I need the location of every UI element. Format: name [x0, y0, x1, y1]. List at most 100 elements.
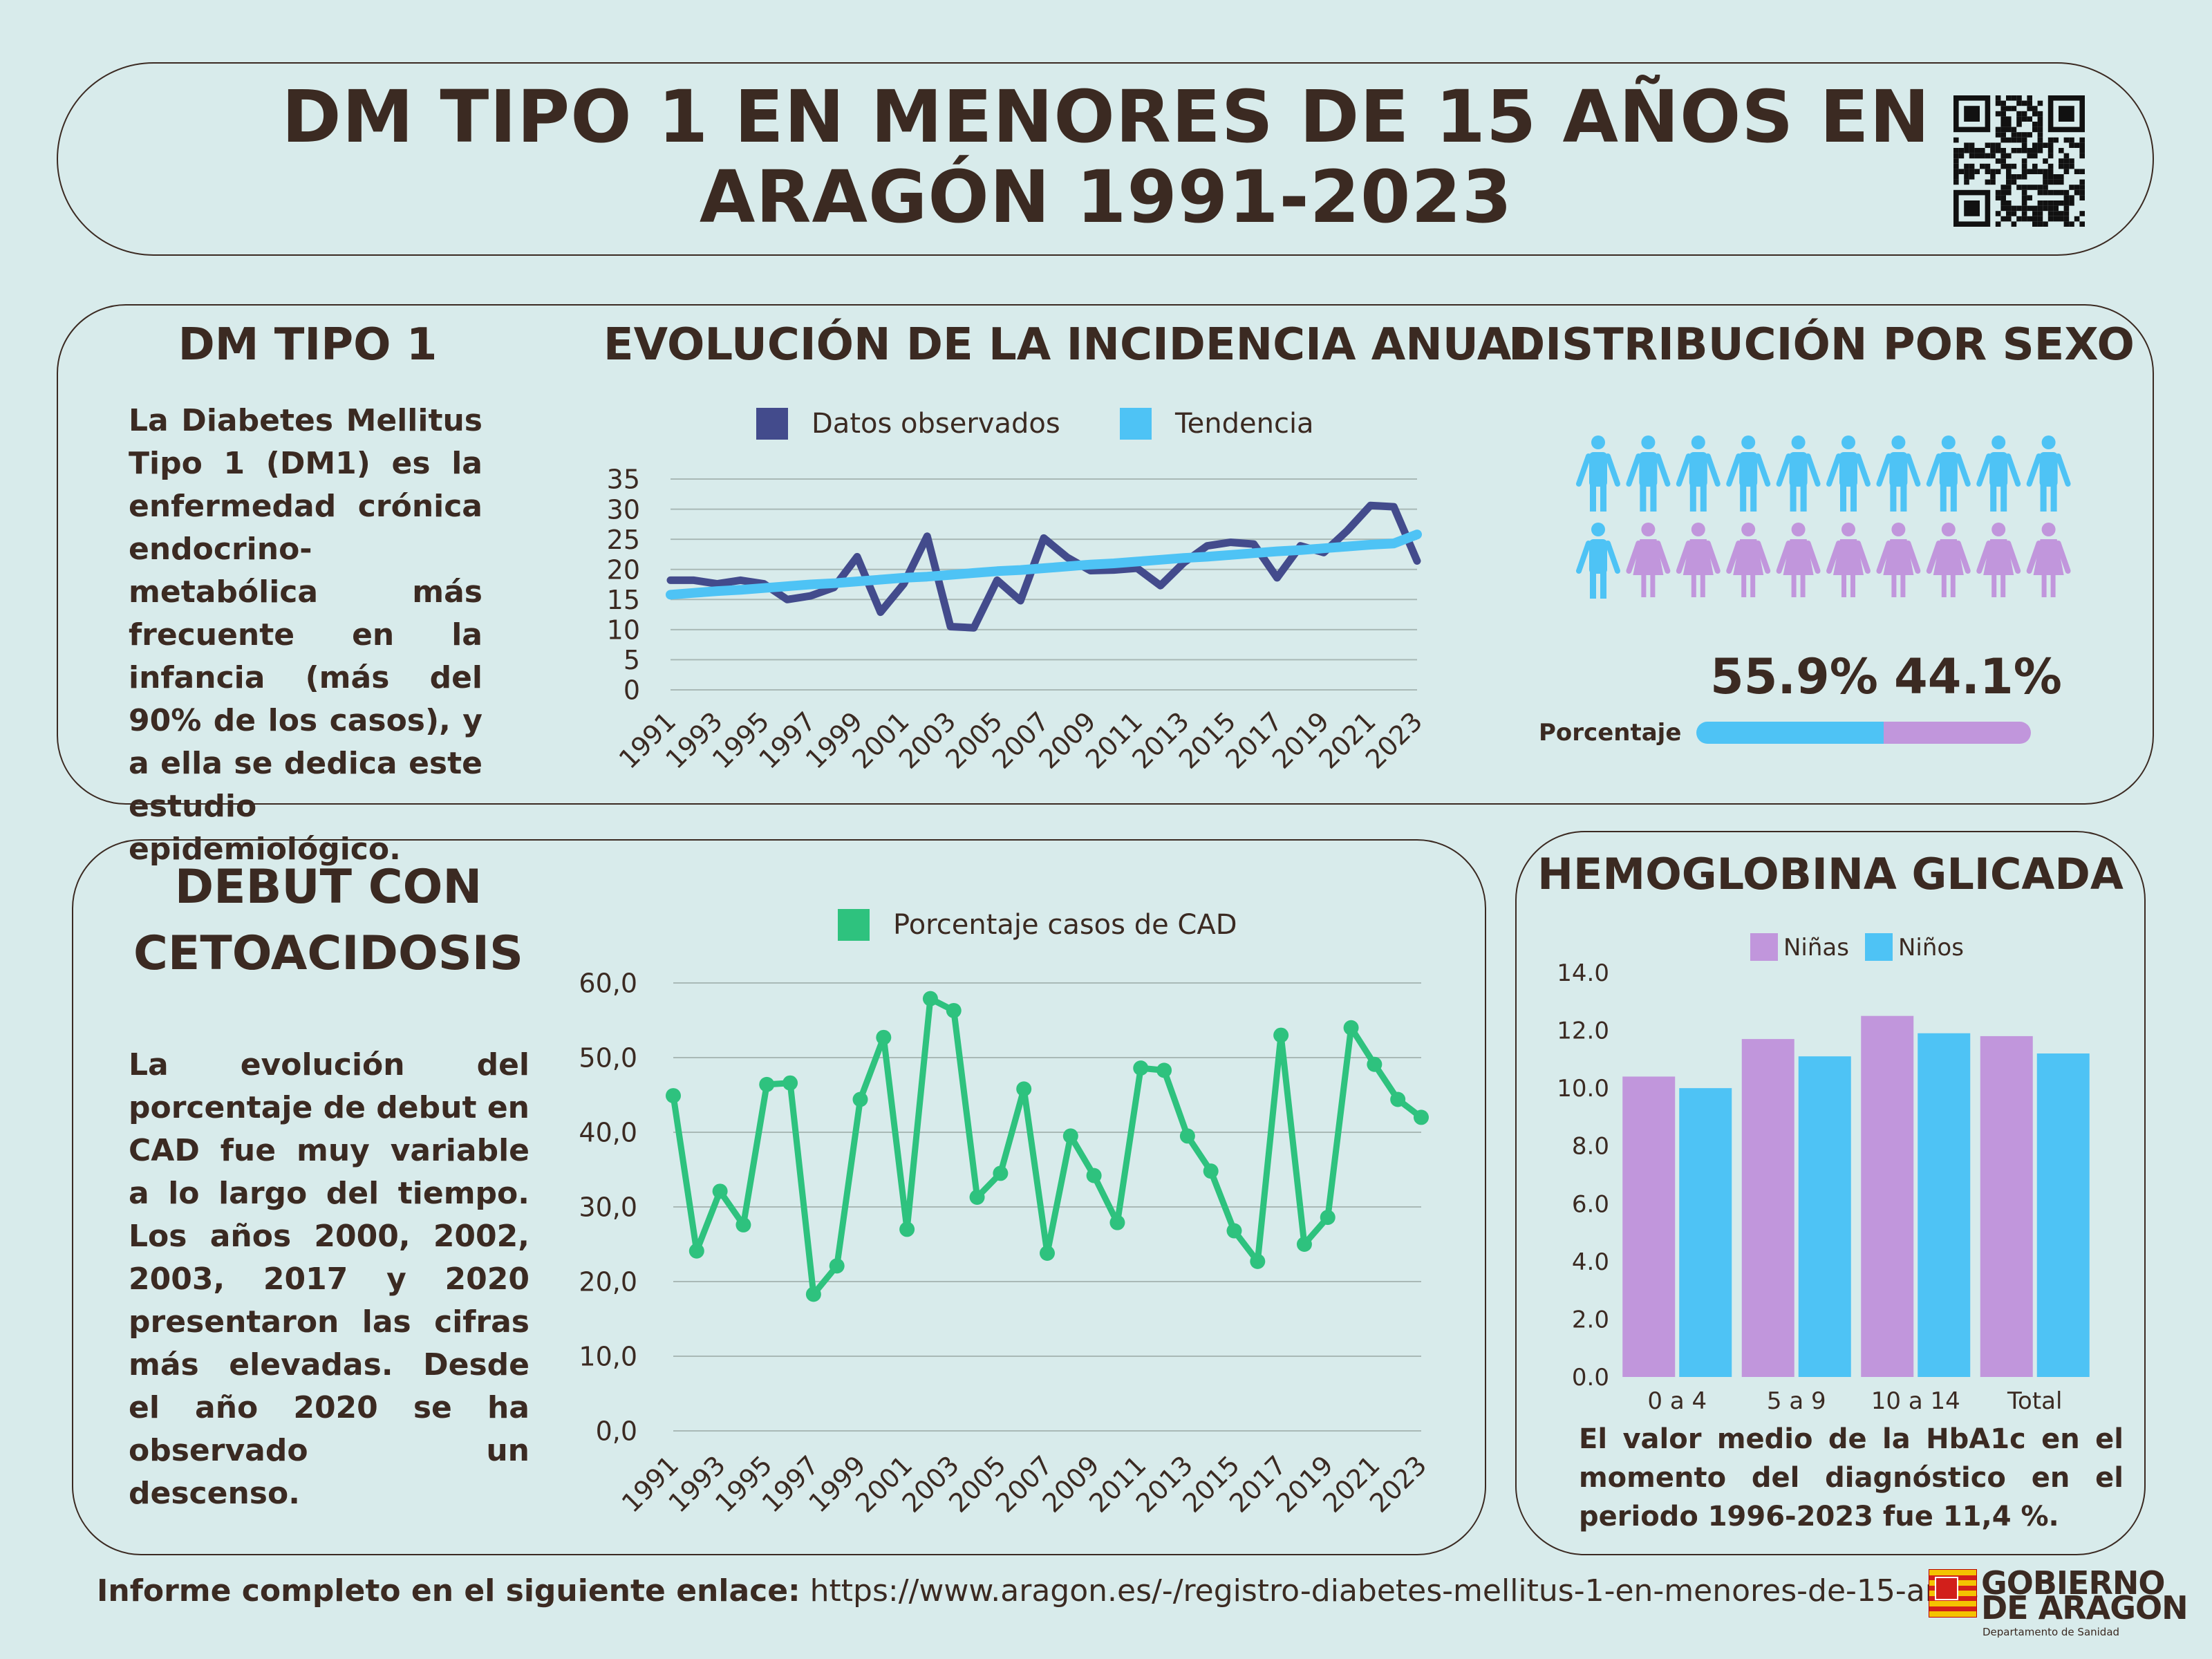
boy-leg — [1940, 481, 1947, 512]
data-point — [1040, 1245, 1055, 1261]
bar-1 — [1918, 1033, 1971, 1377]
y-tick-label: 30,0 — [579, 1192, 637, 1223]
boy-leg — [2050, 481, 2057, 512]
data-point — [993, 1165, 1009, 1181]
person-arm — [1955, 541, 1971, 574]
series-line-1 — [666, 529, 1422, 600]
person-arm — [2055, 541, 2071, 574]
percentage-bar-boys — [1696, 722, 1884, 744]
person-arm — [1826, 453, 1841, 487]
data-point — [899, 1221, 915, 1237]
y-tick-label: 5 — [624, 645, 640, 675]
girl-leg — [1950, 574, 1956, 597]
sex-heading: DISTRIBUCIÓN POR SEXO — [1508, 319, 2135, 371]
data-point — [1367, 1056, 1382, 1072]
girl-dress — [1833, 539, 1864, 575]
data-point — [1226, 1223, 1242, 1239]
data-point — [1109, 1215, 1125, 1230]
boy-body — [1639, 452, 1658, 487]
boy-body — [1789, 452, 1808, 487]
logo-line1: GOBIERNO — [1981, 1564, 2165, 1602]
title-panel — [57, 62, 2154, 256]
boys-percentage: 55.9% — [1710, 648, 1878, 705]
boy-leg — [1950, 481, 1957, 512]
girl-leg — [1991, 574, 1997, 597]
boy-body — [1839, 452, 1857, 487]
person-arm — [1705, 453, 1721, 487]
y-tick-label: 10,0 — [579, 1342, 637, 1372]
boy-body — [2039, 452, 2058, 487]
person-arm — [2026, 453, 2042, 487]
person-arm — [1776, 541, 1792, 574]
girl-dress — [1983, 539, 2014, 575]
legend-label-1: Tendencia — [1174, 408, 1314, 440]
logo-line2: DE ARAGON — [1981, 1589, 2188, 1627]
footer: Informe completo en el siguiente enlace:… — [97, 1573, 1978, 1609]
girl-leg — [2041, 574, 2047, 597]
boy-icon — [1841, 435, 1855, 449]
person-arm — [1776, 453, 1792, 487]
y-tick-label: 30 — [607, 494, 640, 525]
data-point — [1203, 1163, 1219, 1179]
page-title-line1: DM TIPO 1 EN MENORES DE 15 AÑOS EN — [281, 75, 1931, 159]
incidence-heading: EVOLUCIÓN DE LA INCIDENCIA ANUAL — [603, 319, 1540, 371]
girl-leg — [1891, 574, 1897, 597]
percentage-bar-girls — [1883, 722, 2031, 744]
hba1c-text: El valor medio de la HbA1c en el momento… — [1579, 1423, 2124, 1533]
person-arm — [1905, 453, 1921, 487]
legend-swatch-0 — [1750, 933, 1778, 961]
person-arm — [1605, 453, 1620, 487]
girl-icon — [1791, 523, 1806, 536]
girl-leg — [1850, 574, 1855, 597]
person-arm — [1676, 541, 1691, 574]
person-arm — [2026, 541, 2042, 574]
girl-icon — [1841, 523, 1855, 536]
girl-icon — [1991, 523, 2006, 536]
x-tick-label: 10 a 14 — [1871, 1387, 1960, 1415]
y-tick-label: 50,0 — [579, 1043, 637, 1074]
report-link[interactable]: https://www.aragon.es/-/registro-diabete… — [809, 1573, 1979, 1609]
data-point — [876, 1029, 892, 1045]
boy-leg — [1840, 481, 1846, 512]
boy-icon — [1791, 435, 1806, 449]
bar-0 — [1741, 1039, 1794, 1377]
person-arm — [1876, 541, 1892, 574]
y-tick-label: 14.0 — [1557, 959, 1609, 987]
data-point — [666, 1088, 681, 1104]
person-arm — [1655, 453, 1671, 487]
person-arm — [2005, 453, 2021, 487]
y-tick-label: 10 — [607, 615, 640, 646]
y-tick-label: 8.0 — [1572, 1133, 1609, 1161]
boy-leg — [1650, 481, 1657, 512]
boy-leg — [1640, 481, 1647, 512]
data-point — [1390, 1091, 1406, 1107]
cad-heading-line1: DEBUT CON — [174, 860, 482, 915]
boy-leg — [1740, 481, 1747, 512]
boy-icon — [2041, 435, 2056, 449]
bar-1 — [2036, 1053, 2090, 1377]
girl-dress — [1783, 539, 1814, 575]
girl-leg — [1800, 574, 1806, 597]
boy-icon — [1591, 523, 1605, 536]
data-point — [759, 1076, 775, 1092]
data-point — [1133, 1060, 1149, 1076]
boy-leg — [1700, 481, 1707, 512]
girl-icon — [1891, 523, 1906, 536]
girl-icon — [1741, 523, 1756, 536]
percentage-bar-label: Porcentaje — [1539, 719, 1682, 747]
girl-leg — [1650, 574, 1656, 597]
girl-dress — [1633, 539, 1664, 575]
person-arm — [1805, 541, 1821, 574]
boy-leg — [1750, 481, 1757, 512]
boy-icon — [1691, 435, 1705, 449]
y-tick-label: 40,0 — [579, 1118, 637, 1148]
intro-heading: DM TIPO 1 — [178, 319, 438, 371]
person-arm — [1576, 541, 1591, 574]
boy-leg — [2000, 481, 2007, 512]
series-line-0 — [666, 501, 1421, 632]
legend-swatch-0 — [838, 909, 870, 941]
aragon-flag-icon — [1929, 1569, 1977, 1618]
cad-heading-line2: CETOACIDOSIS — [133, 926, 524, 981]
